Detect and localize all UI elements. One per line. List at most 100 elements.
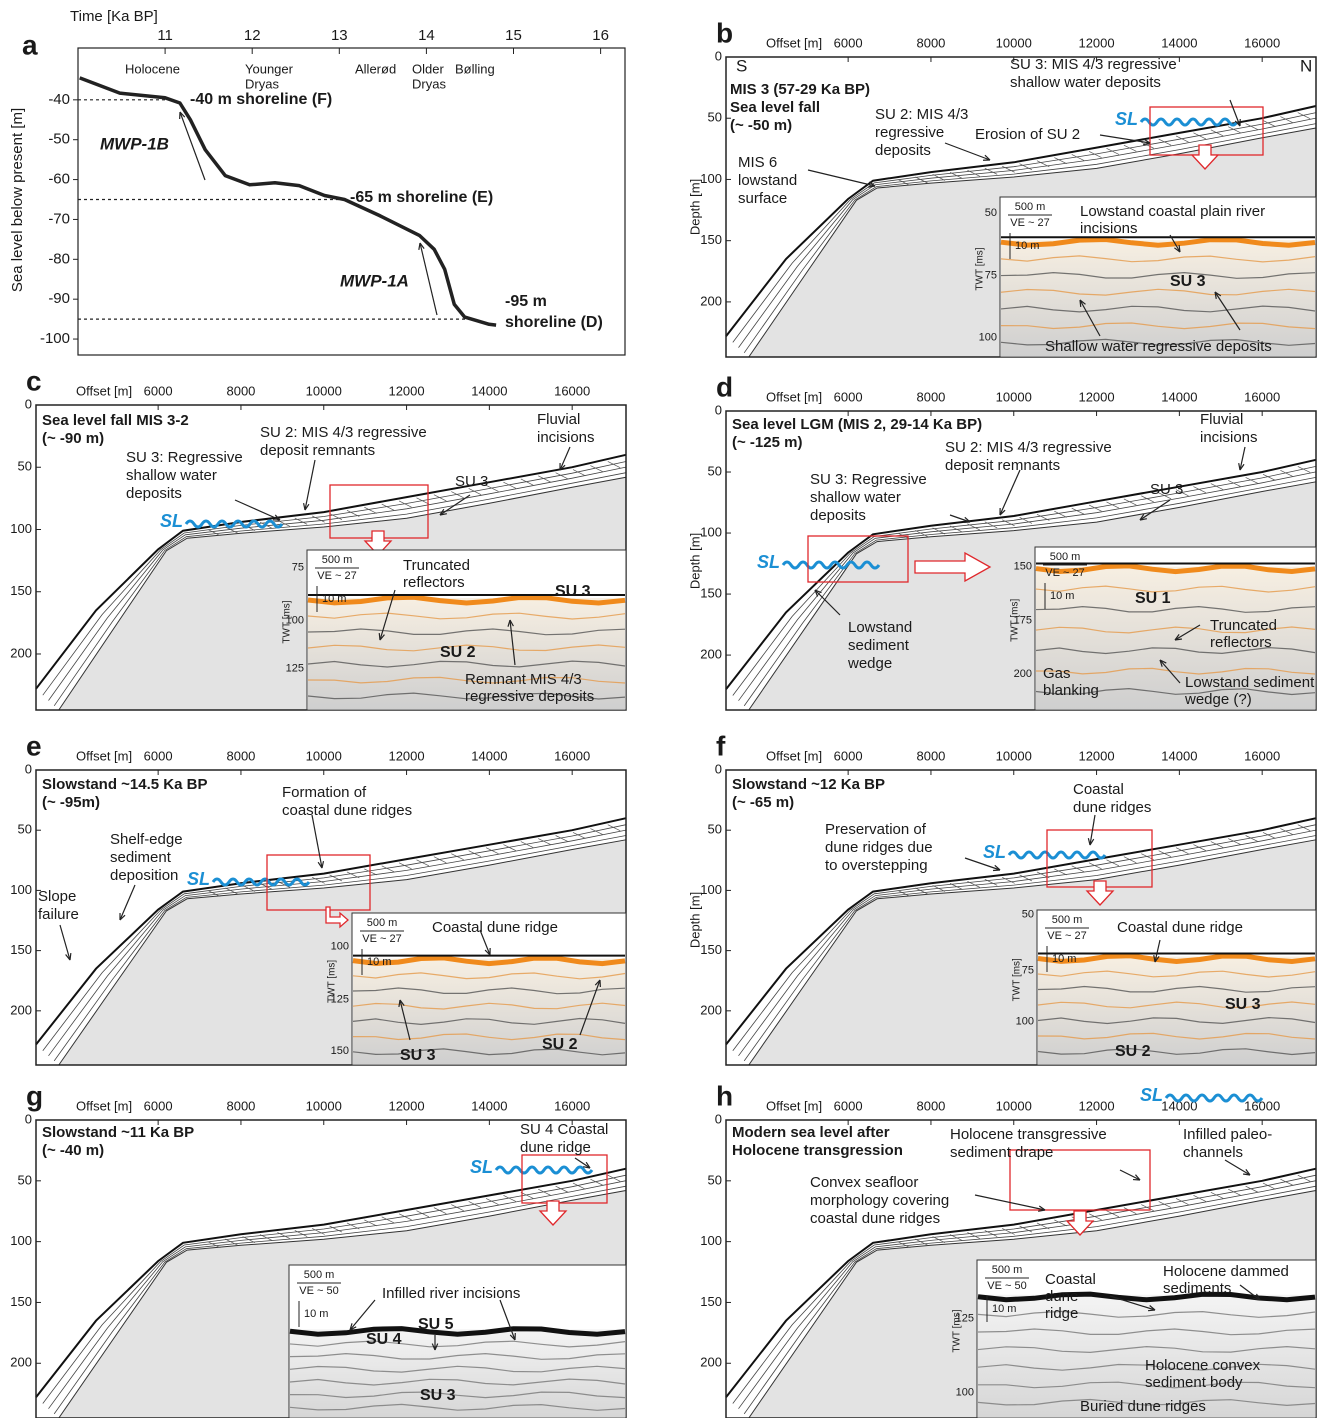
x-tick-label: 16000 — [1244, 389, 1280, 404]
annotation: SU 3: Regressive — [126, 449, 243, 466]
x-axis-label: Offset [m] — [76, 748, 132, 763]
annotation: Coastal — [1073, 781, 1124, 798]
panel-letter: f — [716, 730, 726, 761]
y-axis-label: Depth [m] — [687, 533, 702, 589]
annotation: lowstand — [738, 172, 797, 189]
sea-level-marker: SL — [1115, 109, 1138, 129]
annotation: Convex seafloor — [810, 1174, 918, 1191]
inset-tick-label: 100 — [1016, 1016, 1034, 1028]
inset-tick-label: 200 — [1014, 668, 1032, 680]
y-tick-label: 150 — [700, 1294, 722, 1309]
y-tick-label: 100 — [700, 1233, 722, 1248]
shoreline-label: -95 m — [505, 293, 547, 310]
annotation: morphology covering — [810, 1192, 949, 1209]
inset-tick-label: 100 — [286, 614, 304, 626]
y-tick-label: 50 — [708, 1172, 722, 1187]
y-tick-label: 100 — [700, 882, 722, 897]
inset-tick-label: 75 — [985, 269, 997, 281]
annotation: deposits — [875, 142, 931, 159]
inset-label: reflectors — [1210, 634, 1272, 651]
x-tick-label: 14000 — [1161, 35, 1197, 50]
y-axis-label: Sea level below present [m] — [9, 108, 26, 292]
seismic-fill — [1038, 957, 1315, 1065]
inset-label: SU 3 — [1225, 996, 1261, 1013]
y-tick-label: 50 — [18, 459, 32, 474]
scale-label: 500 m — [992, 1264, 1023, 1276]
panel-letter: e — [26, 730, 42, 761]
y-tick-label: 100 — [10, 882, 32, 897]
inset-label: Coastal — [1045, 1271, 1096, 1288]
scale-label: 10 m — [1052, 953, 1076, 965]
panel-title: MIS 3 (57-29 Ka BP) — [730, 81, 870, 98]
x-axis-label: Offset [m] — [766, 35, 822, 50]
sea-level-marker: SL — [187, 869, 210, 889]
scale-label: 500 m — [367, 917, 398, 929]
inset-label: blanking — [1043, 682, 1099, 699]
x-tick-label: 16 — [592, 27, 609, 44]
annotation: Infilled paleo- — [1183, 1126, 1272, 1143]
inset-label: dune — [1045, 1288, 1078, 1305]
x-tick-label: 10000 — [996, 35, 1032, 50]
x-tick-label: 6000 — [144, 748, 173, 763]
annotation: Fluvial — [537, 411, 580, 428]
inset-label: reflectors — [403, 574, 465, 591]
sea-level-marker: SL — [757, 552, 780, 572]
panel-title: (~ -125 m) — [732, 434, 802, 451]
x-tick-label: 8000 — [226, 383, 255, 398]
x-tick-label: 6000 — [834, 389, 863, 404]
x-tick-label: 16000 — [554, 1098, 590, 1113]
inset-tick-label: 125 — [286, 662, 304, 674]
scale-label: VE ~ 27 — [1045, 567, 1084, 579]
inset-label: SU 3 — [420, 1387, 456, 1404]
inset-label: Truncated — [403, 557, 470, 574]
panel-title: (~ -50 m) — [730, 117, 792, 134]
panel-title: Sea level fall MIS 3-2 — [42, 412, 189, 429]
annotation: Formation of — [282, 784, 367, 801]
period-label: Holocene — [125, 61, 180, 76]
y-tick-label: 0 — [715, 761, 722, 776]
scale-label: 500 m — [1052, 914, 1083, 926]
inset-label: incisions — [1080, 220, 1138, 237]
inset-label: Remnant MIS 4/3 — [465, 671, 582, 688]
panel-letter: d — [716, 371, 733, 402]
shoreline-label: shoreline (D) — [505, 314, 603, 331]
scale-label: 10 m — [1015, 240, 1039, 252]
scale-label: 500 m — [1050, 551, 1081, 563]
inset-label: SU 3 — [555, 583, 591, 600]
inset-tick-label: 50 — [1022, 909, 1034, 921]
y-tick-label: 50 — [18, 1172, 32, 1187]
panel-title: Sea level fall — [730, 99, 820, 116]
x-tick-label: 12000 — [388, 383, 424, 398]
scale-label: VE ~ 27 — [362, 933, 401, 945]
annotation: shallow water — [126, 467, 217, 484]
x-tick-label: 16000 — [554, 748, 590, 763]
scale-label: VE ~ 27 — [1047, 930, 1086, 942]
annotation: SU 2: MIS 4/3 regressive — [260, 424, 427, 441]
y-tick-label: 200 — [700, 1002, 722, 1017]
inset-tick-label: 150 — [331, 1045, 349, 1057]
annotation: SU 3 — [1150, 481, 1183, 498]
x-tick-label: 15 — [505, 27, 522, 44]
y-tick-label: 50 — [708, 463, 722, 478]
y-tick-label: 200 — [10, 1355, 32, 1370]
panel-title: Modern sea level after — [732, 1124, 890, 1141]
sea-level-marker: SL — [470, 1157, 493, 1177]
x-tick-label: 6000 — [144, 383, 173, 398]
inset-label: Shallow water regressive deposits — [1045, 338, 1272, 355]
annotation: dune ridges due — [825, 839, 933, 856]
inset-label: SU 3 — [400, 1047, 436, 1064]
annotation: Erosion of SU 2 — [975, 126, 1080, 143]
scale-label: 10 m — [367, 956, 391, 968]
annotation: deposit remnants — [260, 442, 375, 459]
inset-tick-label: 100 — [331, 940, 349, 952]
annotation: failure — [38, 906, 79, 923]
panel-title: Slowstand ~12 Ka BP — [732, 776, 885, 793]
period-label: Allerød — [355, 61, 396, 76]
inset-label: SU 5 — [418, 1316, 454, 1333]
inset-label: ridge — [1045, 1305, 1078, 1322]
x-tick-label: 8000 — [226, 1098, 255, 1113]
panel-title: Slowstand ~11 Ka BP — [42, 1124, 194, 1141]
x-tick-label: 16000 — [554, 383, 590, 398]
x-tick-label: 14000 — [471, 383, 507, 398]
y-tick-label: 150 — [10, 583, 32, 598]
